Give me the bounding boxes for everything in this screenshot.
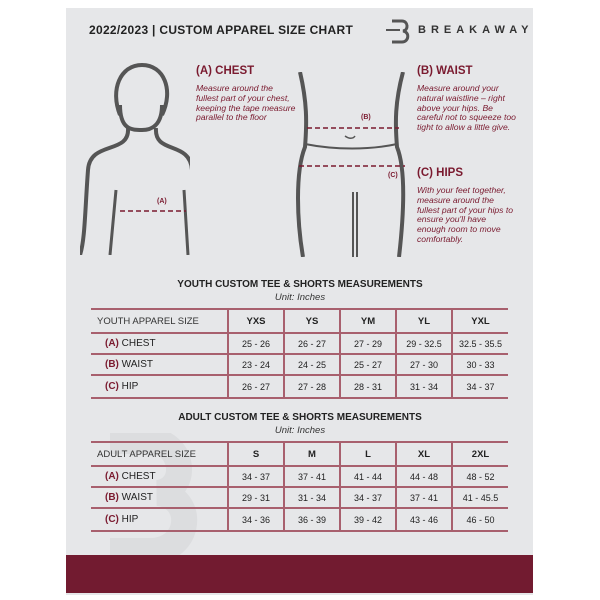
table-cell: 26 - 27	[227, 375, 284, 399]
row-label: HIP	[121, 381, 139, 392]
table-cell: 39 - 42	[339, 508, 396, 532]
size-header: 2XL	[451, 441, 508, 467]
table-cell: 25 - 27	[339, 354, 396, 376]
table-cell: 34 - 37	[451, 375, 508, 399]
table-cell: 37 - 41	[395, 487, 452, 509]
row-label: CHEST	[121, 471, 156, 482]
table-cell: 27 - 28	[283, 375, 340, 399]
hips-heading: (C) HIPS	[417, 167, 463, 179]
table-cell: 27 - 30	[395, 354, 452, 376]
table-cell: 37 - 41	[283, 466, 340, 488]
table-cell: 26 - 27	[283, 333, 340, 355]
table-row: (C) HIP 34 - 36 36 - 39 39 - 42 43 - 46 46 -…	[91, 508, 508, 532]
table-cell: 46 - 50	[451, 508, 508, 532]
size-header: L	[339, 441, 396, 467]
table-row: (A) CHEST 34 - 37 37 - 41 41 - 44 44 - 48 48…	[91, 466, 508, 488]
table-cell: 30 - 33	[451, 354, 508, 376]
row-code: (C)	[105, 381, 119, 392]
page-title: 2022/2023 | CUSTOM APPAREL SIZE CHART	[89, 23, 354, 37]
table-cell: 31 - 34	[395, 375, 452, 399]
chest-marker: (A)	[157, 198, 167, 205]
breakaway-logo-icon	[386, 19, 410, 44]
youth-header-label: YOUTH APPAREL SIZE	[91, 308, 228, 334]
adult-header-label: ADULT APPAREL SIZE	[91, 441, 228, 467]
brand-name: BREAKAWAY	[418, 24, 534, 36]
table-row: (C) HIP 26 - 27 27 - 28 28 - 31 31 - 34 34 -…	[91, 375, 508, 399]
row-code: (A)	[105, 338, 119, 349]
table-cell: 43 - 46	[395, 508, 452, 532]
table-cell: 34 - 37	[339, 487, 396, 509]
size-header: M	[283, 441, 340, 467]
waist-instructions: Measure around your natural waistline – …	[417, 83, 516, 133]
footer-bar	[66, 555, 533, 593]
chest-heading: (A) CHEST	[196, 65, 255, 77]
table-cell: 44 - 48	[395, 466, 452, 488]
table-row: (A) CHEST 25 - 26 26 - 27 27 - 29 29 - 32.5…	[91, 333, 508, 355]
size-header: YXS	[227, 308, 284, 334]
hips-instructions: With your feet together, measure around …	[417, 185, 514, 244]
chest-instructions: Measure around the fullest part of your …	[196, 83, 296, 123]
size-header: XL	[395, 441, 452, 467]
waist-heading: (B) WAIST	[417, 65, 473, 77]
youth-table-unit: Unit: Inches	[274, 292, 326, 303]
table-cell: 31 - 34	[283, 487, 340, 509]
table-cell: 41 - 45.5	[451, 487, 508, 509]
table-cell: 28 - 31	[339, 375, 396, 399]
row-label: HIP	[121, 514, 139, 525]
table-cell: 34 - 36	[227, 508, 284, 532]
table-row: (B) WAIST 29 - 31 31 - 34 34 - 37 37 - 41 41…	[91, 487, 508, 509]
table-cell: 25 - 26	[227, 333, 284, 355]
table-cell: 29 - 32.5	[395, 333, 452, 355]
table-row: (B) WAIST 23 - 24 24 - 25 25 - 27 27 - 30 30…	[91, 354, 508, 376]
table-cell: 24 - 25	[283, 354, 340, 376]
adult-table-title: ADULT CUSTOM TEE & SHORTS MEASUREMENTS	[178, 412, 422, 423]
table-cell: 36 - 39	[283, 508, 340, 532]
size-header: YM	[339, 308, 396, 334]
table-cell: 32.5 - 35.5	[451, 333, 508, 355]
table-cell: 23 - 24	[227, 354, 284, 376]
size-header: S	[227, 441, 284, 467]
row-code: (B)	[105, 359, 119, 370]
table-cell: 29 - 31	[227, 487, 284, 509]
table-cell: 27 - 29	[339, 333, 396, 355]
row-label: WAIST	[121, 359, 153, 370]
row-code: (A)	[105, 471, 119, 482]
waist-hips-figure-illustration	[296, 72, 406, 257]
row-label: WAIST	[121, 492, 153, 503]
size-header: YXL	[451, 308, 508, 334]
table-cell: 48 - 52	[451, 466, 508, 488]
row-code: (C)	[105, 514, 119, 525]
size-header: YS	[283, 308, 340, 334]
row-code: (B)	[105, 492, 119, 503]
youth-table-title: YOUTH CUSTOM TEE & SHORTS MEASUREMENTS	[177, 279, 423, 290]
table-cell: 41 - 44	[339, 466, 396, 488]
size-header: YL	[395, 308, 452, 334]
table-cell: 34 - 37	[227, 466, 284, 488]
adult-size-table: ADULT APPAREL SIZE S M L XL 2XL (A) CHEST 34…	[91, 441, 508, 532]
row-label: CHEST	[121, 338, 156, 349]
youth-size-table: YOUTH APPAREL SIZE YXS YS YM YL YXL (A) CHES…	[91, 308, 508, 399]
waist-marker: (B)	[361, 114, 371, 121]
adult-table-unit: Unit: Inches	[274, 425, 326, 436]
chest-figure-illustration	[80, 62, 190, 255]
hips-marker: (C)	[388, 172, 398, 179]
